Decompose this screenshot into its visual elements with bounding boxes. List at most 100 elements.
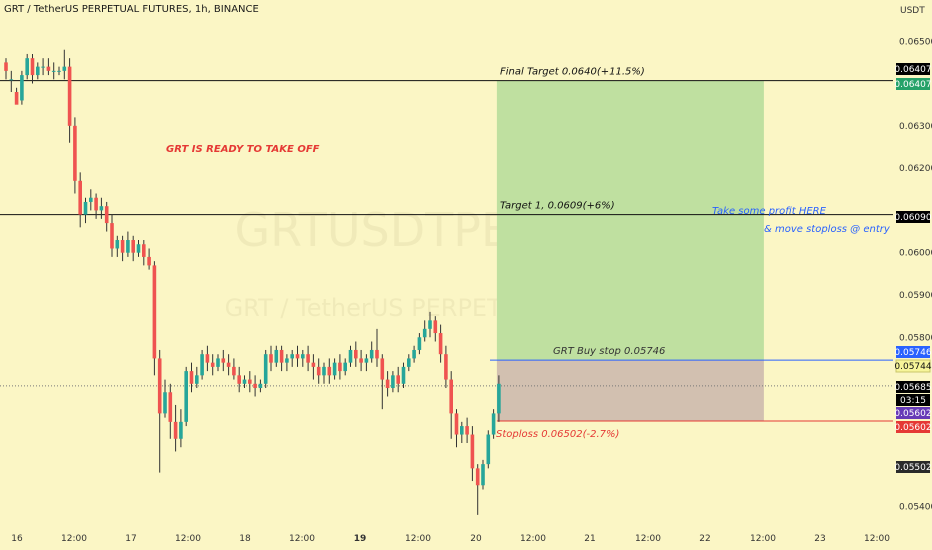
candle xyxy=(454,413,459,435)
x-tick-label: 23 xyxy=(814,534,825,544)
candle xyxy=(269,354,273,363)
x-tick-label: 12:00 xyxy=(520,534,546,544)
candle xyxy=(274,349,279,363)
candle xyxy=(9,79,14,81)
candle xyxy=(316,366,321,376)
candle xyxy=(173,421,178,439)
final-target-label: Final Target 0.0640(+11.5%) xyxy=(500,67,645,78)
x-tick-label: 12:00 xyxy=(289,534,315,544)
candle xyxy=(51,70,56,72)
price-badge-bg xyxy=(895,359,931,373)
chart-header-title: GRT / TetherUS PERPETUAL FUTURES, 1h, BI… xyxy=(4,4,259,15)
candle xyxy=(248,379,252,384)
candle xyxy=(444,354,448,380)
candle xyxy=(364,358,369,363)
candle xyxy=(57,70,61,72)
price-badge-countdown: 03:15 xyxy=(896,394,930,406)
price-badge-final: 0.06407 xyxy=(894,78,932,90)
x-tick-label: 17 xyxy=(125,534,136,544)
candle xyxy=(263,354,268,384)
price-badge-bg xyxy=(896,63,930,75)
candle xyxy=(396,375,400,384)
candle xyxy=(232,366,236,376)
candle xyxy=(338,362,342,372)
price-badge-bg xyxy=(896,461,930,473)
profit-annotation: Take some profit HERE xyxy=(712,206,827,217)
candle xyxy=(36,66,40,76)
price-badge-text: 0.05744 xyxy=(894,362,931,372)
candle xyxy=(438,333,443,355)
candle xyxy=(407,358,411,367)
candle xyxy=(433,320,438,334)
candle xyxy=(30,58,35,76)
price-badge-dark: 0.05685 xyxy=(894,381,932,393)
price-unit-label: USDT xyxy=(900,6,925,16)
x-tick-label: 12:00 xyxy=(175,534,201,544)
candle xyxy=(221,358,226,363)
candle xyxy=(200,354,204,376)
candle xyxy=(301,354,305,359)
price-badge-bg xyxy=(896,78,930,90)
candle xyxy=(380,358,385,380)
candle xyxy=(115,240,120,249)
candle xyxy=(422,328,427,338)
x-tick-label: 21 xyxy=(584,534,595,544)
y-tick-label: 0.05400 xyxy=(899,502,932,512)
candle xyxy=(62,66,67,71)
candle xyxy=(152,265,157,359)
candle xyxy=(306,354,310,363)
candle xyxy=(46,66,51,71)
price-badge-yellow: 0.05744 xyxy=(894,359,932,373)
candle xyxy=(14,92,19,105)
candle xyxy=(163,392,167,414)
price-badge-text: 0.06090 xyxy=(894,213,931,223)
x-tick-label: 16 xyxy=(11,534,23,544)
candle xyxy=(94,197,98,211)
candle xyxy=(290,354,294,359)
candle xyxy=(120,240,125,253)
candle xyxy=(157,358,162,414)
candle xyxy=(327,366,332,376)
x-tick-label: 12:00 xyxy=(61,534,87,544)
candle xyxy=(412,349,416,359)
price-badge-dark: 0.06090 xyxy=(894,211,932,223)
price-badge-text: 0.05602 xyxy=(894,409,931,419)
candle xyxy=(104,206,109,224)
stoploss-label: Stoploss 0.06502(-2.7%) xyxy=(496,429,619,440)
candle xyxy=(25,58,29,76)
price-badge-bg xyxy=(896,211,930,223)
price-badge-red: 0.05602 xyxy=(894,421,932,433)
candle xyxy=(428,320,432,329)
price-badge-bg xyxy=(896,346,930,358)
price-badge-text: 03:15 xyxy=(900,396,926,406)
price-badge-bg xyxy=(896,394,930,406)
candle xyxy=(67,66,72,126)
candle xyxy=(497,383,501,414)
price-badge-text: 0.05602 xyxy=(894,423,931,433)
price-badge-blue: 0.05746 xyxy=(894,346,932,358)
candle xyxy=(295,354,300,359)
price-badge-bg xyxy=(896,381,930,393)
ready-annotation: GRT IS READY TO TAKE OFF xyxy=(166,144,320,155)
candle xyxy=(322,366,326,376)
candle xyxy=(369,349,374,359)
candle xyxy=(110,223,114,249)
candle xyxy=(417,337,422,350)
candle xyxy=(460,426,464,435)
x-tick-label: 20 xyxy=(470,534,482,544)
candle xyxy=(4,62,8,71)
candle xyxy=(343,362,347,372)
candle xyxy=(20,75,24,101)
candle xyxy=(131,240,135,253)
x-tick-label: 19 xyxy=(354,534,367,544)
candle xyxy=(179,421,183,439)
target-zone xyxy=(496,80,764,361)
candle xyxy=(126,240,130,253)
candle xyxy=(385,379,390,389)
candle xyxy=(470,434,475,469)
candle xyxy=(136,244,141,253)
candle xyxy=(205,354,210,363)
